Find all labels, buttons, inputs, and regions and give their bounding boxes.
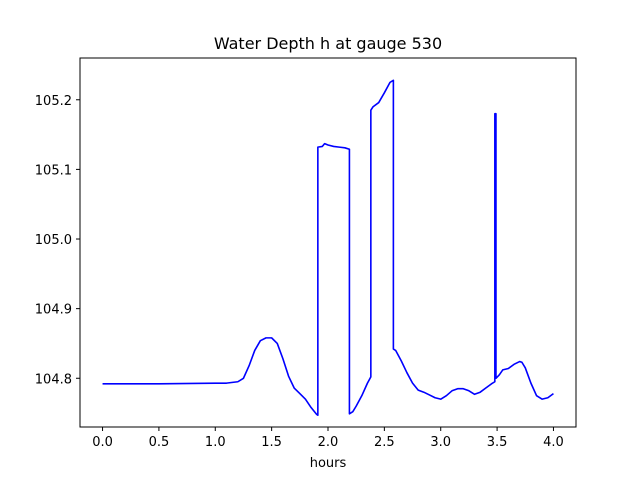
x-tick-label: 1.5 — [261, 435, 282, 450]
x-axis-label: hours — [310, 456, 347, 471]
y-tick-label: 104.8 — [35, 372, 72, 387]
y-tick-label: 105.0 — [35, 233, 72, 248]
x-tick-label: 3.5 — [487, 435, 508, 450]
plot-area: 0.0 0.5 1.0 1.5 2.0 2.5 3.0 3.5 4.0 104.8 104.9 105… — [35, 57, 577, 450]
y-tick-label: 105.1 — [35, 163, 72, 178]
x-tick-label: 2.5 — [374, 435, 395, 450]
x-tick-label: 2.0 — [318, 435, 339, 450]
series-line-0 — [102, 79, 554, 416]
x-tick-label: 4.0 — [543, 435, 564, 450]
x-tick-label: 3.0 — [430, 435, 451, 450]
x-tick-label: 0.0 — [92, 435, 113, 450]
chart-title: Water Depth h at gauge 530 — [214, 34, 442, 53]
x-tick-label: 1.0 — [205, 435, 226, 450]
y-tick-label: 105.2 — [35, 94, 72, 109]
x-tick-label: 0.5 — [149, 435, 170, 450]
y-tick-label: 104.9 — [35, 303, 72, 318]
